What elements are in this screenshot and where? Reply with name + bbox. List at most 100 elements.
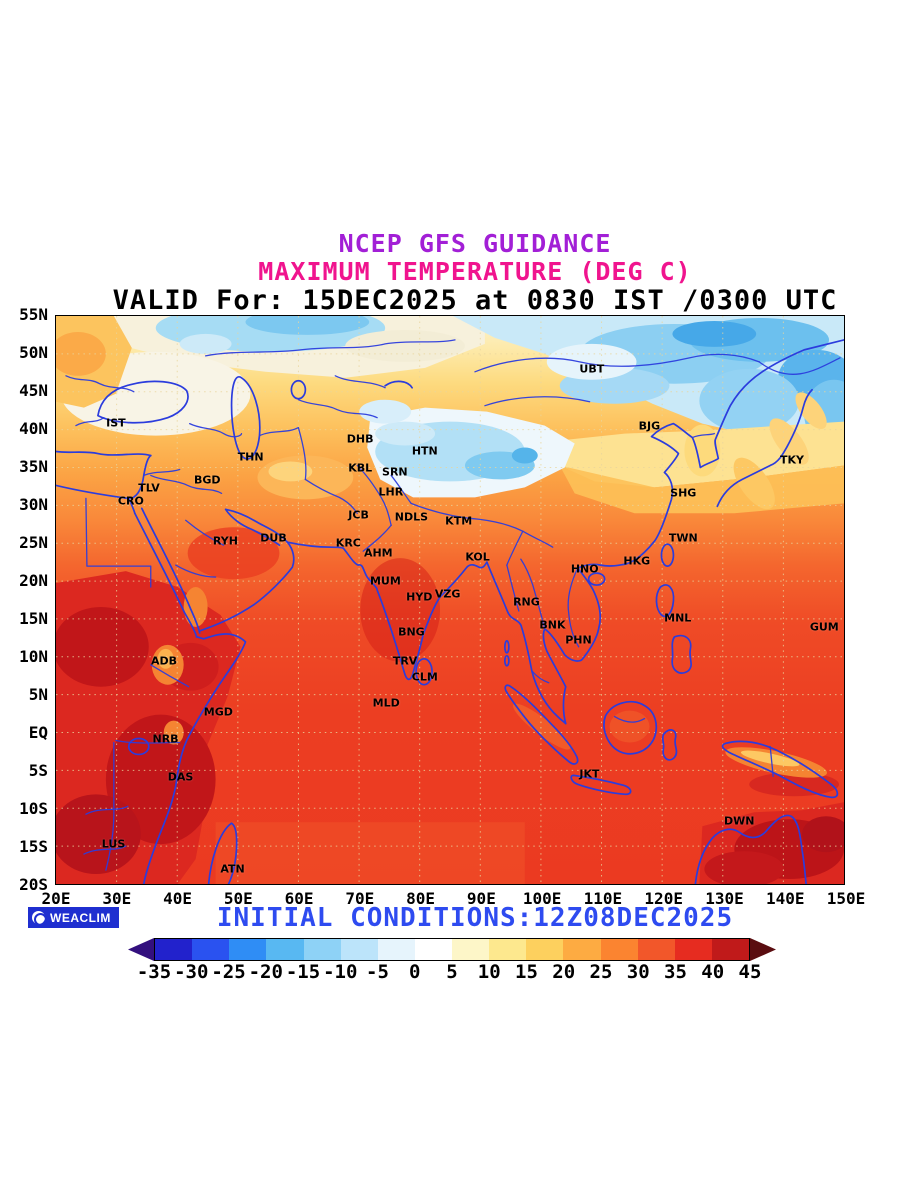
- station-label-bgd: BGD: [194, 473, 221, 487]
- colorbar-segment: [637, 939, 675, 960]
- station-label-phn: PHN: [565, 633, 592, 647]
- station-label-srn: SRN: [382, 465, 408, 479]
- colorbar-segment: [711, 939, 749, 960]
- station-label-twn: TWN: [668, 531, 698, 545]
- colorbar-ticks: -35 -30 -25 -20 -15 -10 -5 0 5 10 15 20 25 30 35 40 45: [128, 961, 776, 985]
- colorbar-segment: [377, 939, 415, 960]
- colorbar-tick: 35: [664, 961, 687, 983]
- station-label-ahm: AHM: [363, 546, 393, 560]
- station-label-mld: MLD: [372, 696, 400, 710]
- initial-conditions-line: INITIAL CONDITIONS:12Z08DEC2025: [216, 903, 734, 933]
- station-label-gum: GUM: [809, 620, 839, 634]
- colorbar-segments: [154, 938, 750, 961]
- lat-label: 15N: [19, 609, 48, 628]
- station-label-kol: KOL: [465, 550, 490, 564]
- station-label-dwn: DWN: [723, 814, 755, 828]
- station-label-mgd: MGD: [203, 705, 233, 719]
- lon-label: 110E: [583, 889, 623, 908]
- valid-time-line: VALID For: 15DEC2025 at 0830 IST /0300 U…: [112, 285, 838, 316]
- map-canvas: [56, 316, 844, 884]
- lon-axis: 20E 30E 40E 50E 60E 70E 80E 90E 100E 110E 120E 130E…: [42, 889, 866, 911]
- colorbar-segment: [526, 939, 564, 960]
- colorbar-tick: -10: [323, 961, 358, 983]
- station-label-ubt: UBT: [579, 362, 605, 376]
- colorbar-segment: [303, 939, 341, 960]
- lon-label: 50E: [223, 889, 253, 908]
- lat-label: 35N: [19, 457, 48, 476]
- colorbar-segment: [192, 939, 230, 960]
- station-label-adb: ADB: [150, 654, 177, 668]
- colorbar-segment: [563, 939, 601, 960]
- lon-label: 150E: [826, 889, 866, 908]
- colorbar-tick: -25: [211, 961, 246, 983]
- station-label-das: DAS: [167, 770, 194, 784]
- colorbar-tick: 45: [738, 961, 762, 983]
- station-label-dub: DUB: [260, 531, 287, 545]
- station-label-bnk: BNK: [539, 618, 566, 632]
- lon-label: 130E: [705, 889, 744, 908]
- colorbar-tick: 0: [409, 961, 421, 983]
- lat-label: 20N: [19, 571, 48, 590]
- lon-label: 120E: [644, 889, 683, 908]
- lat-label: 40N: [19, 419, 48, 438]
- weaclim-logo-badge: WEACLIM: [28, 907, 119, 928]
- colorbar-tick: 40: [701, 961, 725, 983]
- lat-label: 20S: [19, 875, 48, 894]
- lon-label: 100E: [522, 889, 562, 908]
- colorbar-segment: [600, 939, 638, 960]
- lat-label: 45N: [19, 381, 48, 400]
- lat-label: 10N: [19, 647, 48, 666]
- station-label-atn: ATN: [220, 862, 245, 876]
- station-label-mnl: MNL: [664, 611, 692, 625]
- station-label-ktm: KTM: [445, 514, 473, 528]
- station-label-hyd: HYD: [406, 590, 433, 604]
- lat-label: 5S: [28, 761, 48, 780]
- station-label-shg: SHG: [670, 486, 697, 500]
- lat-label: 5N: [28, 685, 48, 704]
- colorbar-arrow-right: [750, 938, 776, 961]
- country-borders: [65, 339, 841, 871]
- colorbar-tick: 15: [515, 961, 538, 983]
- colorbar-segment: [266, 939, 304, 960]
- colorbar-tick: -5: [366, 961, 389, 983]
- station-label-vzg: VZG: [434, 587, 461, 601]
- temperature-map: IST TLV CRO BGD THN RYH DUB DHB KBL SRN LHR HTN JCB N…: [55, 315, 845, 885]
- lon-label: 70E: [345, 889, 375, 908]
- lat-label: 50N: [19, 343, 48, 362]
- station-label-mum: MUM: [369, 574, 401, 588]
- lon-label: 40E: [163, 889, 192, 908]
- colorbar-tick: -30: [174, 961, 209, 983]
- station-label-hkg: HKG: [623, 554, 651, 568]
- station-label-thn: THN: [237, 450, 264, 464]
- coastlines: [56, 339, 844, 884]
- colorbar-segment: [452, 939, 490, 960]
- lon-label: 90E: [466, 889, 496, 908]
- page-title: NCEP GFS GUIDANCE: [338, 229, 612, 258]
- lat-label: 30N: [19, 495, 48, 514]
- station-label-tlv: TLV: [138, 481, 160, 495]
- colorbar-segment: [414, 939, 452, 960]
- lat-label: 55N: [19, 305, 48, 324]
- station-label-bjg: BJG: [638, 419, 661, 433]
- lon-label: 20E: [41, 889, 71, 908]
- station-label-jcb: JCB: [348, 508, 369, 522]
- lat-label: 15S: [19, 837, 48, 856]
- station-label-ist: IST: [106, 416, 126, 430]
- station-label-kbl: KBL: [348, 461, 373, 475]
- station-label-htn: HTN: [411, 444, 438, 458]
- station-label-bng: BNG: [398, 625, 425, 639]
- station-label-cro: CRO: [117, 494, 144, 508]
- colorbar-segment: [229, 939, 267, 960]
- colorbar-segment: [489, 939, 527, 960]
- lon-label: 60E: [284, 889, 314, 908]
- station-label-lhr: LHR: [378, 485, 404, 498]
- station-label-dhb: DHB: [346, 432, 374, 446]
- lon-label: 30E: [102, 889, 132, 908]
- colorbar-tick: 10: [477, 961, 501, 983]
- station-layer: IST TLV CRO BGD THN RYH DUB DHB KBL SRN LHR HTN JCB N…: [56, 316, 844, 884]
- lat-label: EQ: [28, 723, 48, 742]
- station-label-clm: CLM: [411, 670, 438, 684]
- lon-label: 80E: [406, 889, 436, 908]
- colorbar-tick: 30: [626, 961, 650, 983]
